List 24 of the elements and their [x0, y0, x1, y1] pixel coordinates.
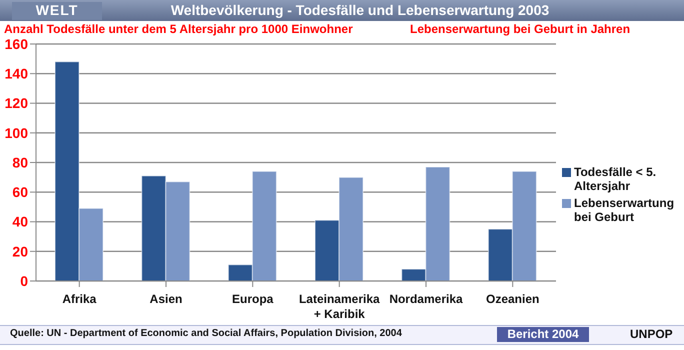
x-tick-label: Asien: [150, 292, 182, 306]
x-tick-label: Lateinamerika + Karibik: [298, 292, 380, 321]
legend-label: Lebenserwartung bei Geburt: [574, 196, 674, 224]
x-tick-label: Nordamerika: [389, 292, 464, 306]
x-tick-label: Afrika: [62, 292, 97, 306]
text: Bericht 2004: [497, 327, 589, 342]
x-tick-label: Ozeanien: [486, 292, 540, 306]
y-tick-label: 120: [4, 95, 28, 112]
source-note: Quelle: UN - Department of Economic and Social Affairs, Population Division, 2004: [10, 328, 402, 339]
legend-label: Todesfälle < 5. Altersjahr: [574, 165, 658, 193]
text: WELT: [12, 2, 102, 20]
y-tick-label: 160: [4, 36, 28, 52]
y-tick-label: 80: [12, 154, 28, 170]
text: Lebenserwartung bei Geburt in Jahren: [410, 22, 630, 36]
chart-title: Weltbevölkerung - Todesfälle und Lebenserwartung 2003: [170, 2, 550, 18]
x-tick-label: Europa: [232, 292, 274, 306]
y-tick-label: 20: [12, 243, 28, 260]
y-tick-label: 60: [12, 184, 28, 200]
y-tick-label: 40: [12, 214, 28, 230]
y-tick-label: 140: [4, 66, 28, 82]
y-axis-title: Anzahl Todesfälle unter dem 5 Altersjahr pro 1000 Einwohner: [4, 22, 353, 36]
y-tick-label: 0: [20, 272, 28, 289]
y-tick-label: 100: [4, 124, 28, 141]
text: UNPOP: [630, 327, 673, 341]
